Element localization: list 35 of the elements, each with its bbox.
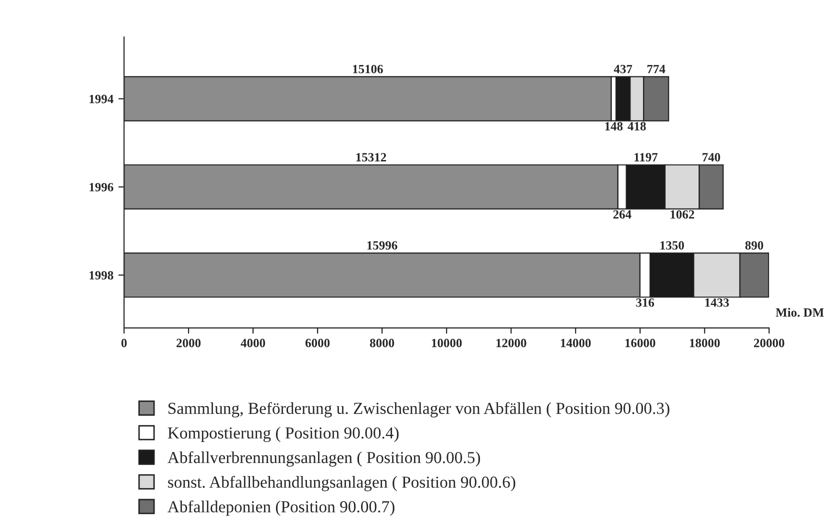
x-tick-label: 10000 bbox=[432, 338, 462, 348]
x-tick-label: 18000 bbox=[690, 338, 720, 348]
legend-label: Abfalldeponien (Position 90.00.7) bbox=[168, 500, 394, 516]
data-label: 15106 bbox=[353, 64, 383, 74]
data-label: 15312 bbox=[356, 153, 386, 162]
x-tick-label: 4000 bbox=[240, 338, 266, 348]
legend-label: Sammlung, Beförderung u. Zwischenlager von Abfällen ( Position 90.00.3) bbox=[168, 402, 670, 418]
x-tick-label: 20000 bbox=[754, 338, 784, 348]
data-label: 264 bbox=[613, 210, 632, 219]
data-label: 774 bbox=[647, 64, 666, 74]
x-tick-label: 2000 bbox=[176, 338, 201, 348]
legend-label: Abfallverbrennungsanlagen ( Position 90.00.5) bbox=[168, 451, 480, 467]
data-label: 1350 bbox=[660, 241, 684, 250]
data-label: 148 bbox=[605, 122, 623, 130]
x-tick-label: 12000 bbox=[496, 338, 526, 348]
data-label: 437 bbox=[614, 64, 632, 74]
x-tick-label: 8000 bbox=[370, 338, 394, 348]
data-label: 316 bbox=[636, 298, 654, 307]
x-tick-label: 0 bbox=[121, 338, 127, 348]
y-tick-label: 1994 bbox=[90, 94, 114, 104]
data-label: 1433 bbox=[705, 298, 729, 307]
x-tick-label: 6000 bbox=[305, 338, 330, 348]
data-label: 740 bbox=[702, 153, 720, 162]
data-label: 418 bbox=[628, 122, 646, 130]
x-tick-label: 14000 bbox=[560, 338, 591, 348]
x-axis-title: Mio. DM bbox=[776, 308, 824, 317]
data-label: 890 bbox=[745, 241, 764, 250]
legend-label: sonst. Abfallbehandlungsanlagen ( Position 90.00.6) bbox=[168, 476, 516, 492]
data-label: 1197 bbox=[634, 153, 658, 162]
x-tick-label: 16000 bbox=[625, 338, 656, 348]
y-tick-label: 1996 bbox=[90, 182, 114, 192]
y-tick-label: 1998 bbox=[90, 271, 114, 280]
data-label: 1062 bbox=[670, 210, 694, 219]
data-label: 15996 bbox=[367, 241, 398, 250]
legend-label: Kompostierung ( Position 90.00.4) bbox=[168, 426, 399, 442]
